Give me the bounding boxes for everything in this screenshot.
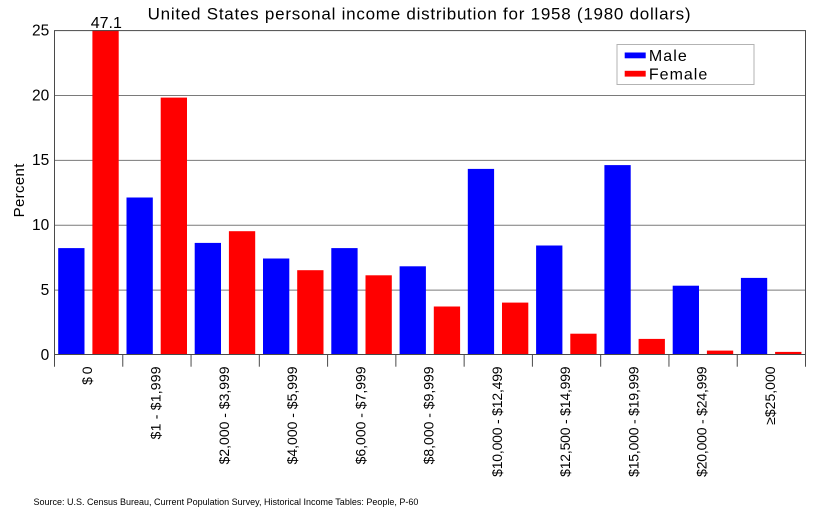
svg-text:$1 - $1,999: $1 - $1,999 bbox=[148, 366, 164, 439]
svg-text:$20,000 - $24,999: $20,000 - $24,999 bbox=[694, 366, 710, 477]
svg-text:$8,000 - $9,999: $8,000 - $9,999 bbox=[421, 366, 437, 464]
svg-text:$4,000 - $5,999: $4,000 - $5,999 bbox=[284, 366, 300, 464]
svg-text:$12,500 - $14,999: $12,500 - $14,999 bbox=[557, 366, 573, 477]
svg-text:$10,000 - $12,499: $10,000 - $12,499 bbox=[489, 366, 505, 477]
svg-text:47.1: 47.1 bbox=[91, 15, 122, 32]
svg-text:$6,000 - $7,999: $6,000 - $7,999 bbox=[352, 366, 368, 464]
svg-text:15: 15 bbox=[32, 152, 49, 169]
svg-text:$2,000 - $3,999: $2,000 - $3,999 bbox=[216, 366, 232, 464]
svg-text:United States personal income: United States personal income distributi… bbox=[148, 4, 692, 23]
svg-text:Female: Female bbox=[649, 66, 708, 83]
svg-text:20: 20 bbox=[32, 87, 50, 104]
svg-text:Male: Male bbox=[649, 48, 688, 65]
svg-text:≥$25,000: ≥$25,000 bbox=[762, 366, 778, 425]
svg-text:10: 10 bbox=[32, 217, 50, 234]
svg-text:$15,000 - $19,999: $15,000 - $19,999 bbox=[625, 366, 641, 477]
svg-text:0: 0 bbox=[41, 347, 50, 364]
svg-text:5: 5 bbox=[41, 282, 50, 299]
svg-text:Source: U.S. Census Bureau, Cu: Source: U.S. Census Bureau, Current Popu… bbox=[34, 497, 419, 507]
svg-text:25: 25 bbox=[32, 22, 49, 39]
svg-text:Percent: Percent bbox=[11, 163, 28, 218]
